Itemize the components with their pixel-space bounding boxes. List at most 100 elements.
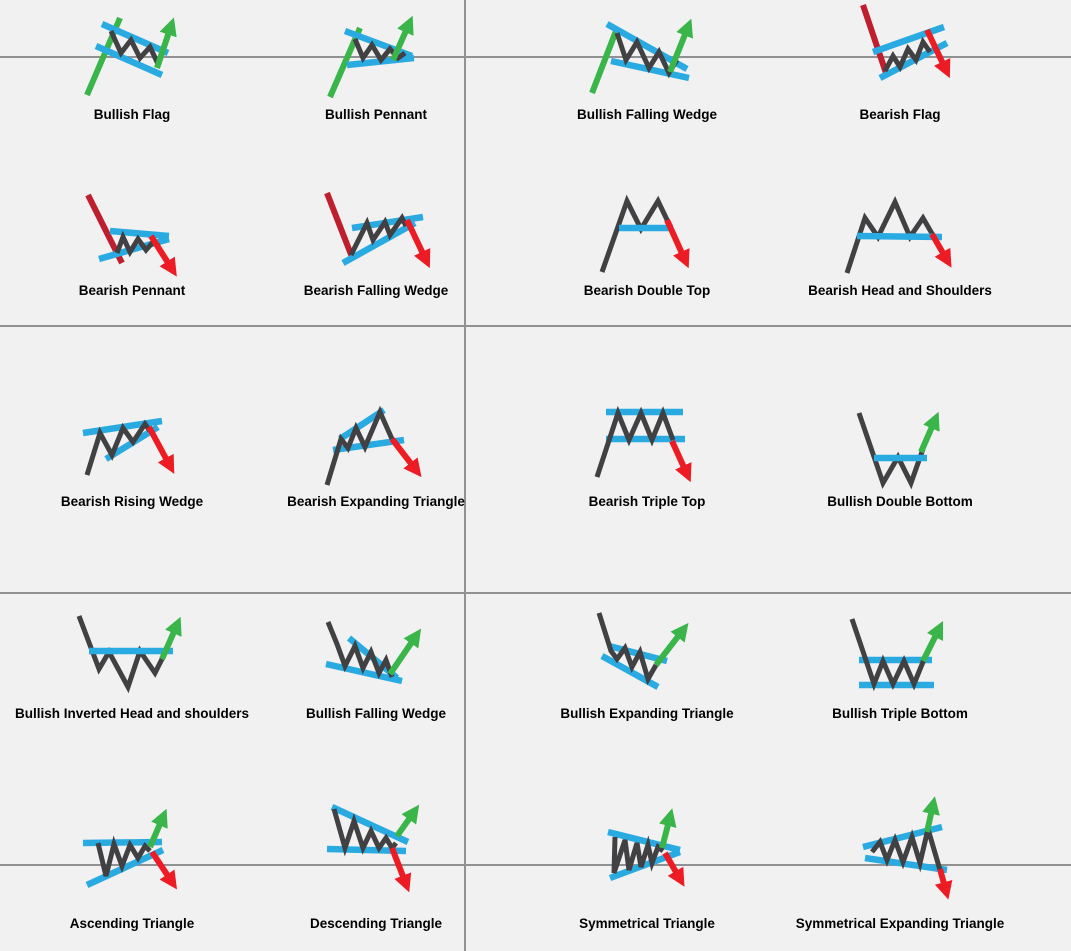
bullish-falling-wedge-2-diagram [325, 621, 422, 685]
pattern-label: Symmetrical Expanding Triangle [795, 916, 1005, 931]
upper-trendline [607, 828, 681, 854]
bullish-expanding-triangle-diagram [596, 612, 689, 690]
pattern-label: Bullish Falling Wedge [576, 107, 717, 122]
pattern-cell-bearish-pennant: Bearish Pennant [22, 176, 242, 326]
pattern-label: Bullish Inverted Head and shoulders [14, 706, 250, 721]
ascending-triangle-diagram [82, 808, 177, 890]
bearish-breakout-arrow [662, 851, 685, 887]
pattern-label: Bearish Rising Wedge [60, 494, 204, 509]
bearish-expanding-triangle-diagram [324, 405, 422, 486]
upper-trendline [330, 804, 410, 845]
price-zigzag [95, 835, 152, 877]
pattern-label: Bullish Flag [93, 107, 171, 122]
price-zigzag [84, 419, 153, 476]
pattern-cell-bullish-flag: Bullish Flag [22, 0, 242, 150]
bullish-breakout-arrow [918, 411, 940, 454]
upper-trendline [343, 27, 414, 60]
upper-trendline [100, 21, 170, 56]
price-zigzag [324, 405, 395, 486]
price-zigzag [849, 618, 928, 692]
bearish-breakout-arrow [664, 218, 690, 269]
lower-trendline [341, 220, 417, 266]
bearish-double-top-diagram [599, 194, 690, 273]
price-zigzag [882, 36, 933, 73]
bullish-breakout-arrow [653, 622, 689, 667]
lower-trendline [85, 847, 165, 888]
price-zigzag [844, 195, 937, 274]
pattern-label: Bullish Expanding Triangle [560, 706, 734, 721]
pattern-label: Symmetrical Triangle [579, 916, 715, 931]
price-zigzag [870, 819, 943, 873]
lower-trendline [864, 854, 948, 874]
bullish-breakout-arrow [147, 808, 168, 849]
bullish-breakout-arrow [667, 18, 694, 74]
downtrend-line [860, 4, 889, 74]
pattern-cell-bullish-inverted-head-and-shoulders: Bullish Inverted Head and shoulders [15, 599, 249, 749]
price-zigzag [325, 621, 395, 679]
pattern-cell-symmetrical-triangle: Symmetrical Triangle [537, 790, 757, 940]
pattern-cell-bearish-rising-wedge: Bearish Rising Wedge [22, 387, 242, 537]
grid-line-horizontal-4 [0, 864, 1071, 866]
price-zigzag [108, 29, 161, 66]
bearish-breakout-arrow [146, 425, 175, 474]
pattern-label: Bullish Falling Wedge [305, 706, 446, 721]
bullish-falling-wedge-diagram [589, 18, 694, 95]
pattern-cell-bearish-flag: Bearish Flag [790, 0, 1010, 150]
bullish-breakout-arrow [394, 804, 420, 838]
price-zigzag [352, 38, 407, 65]
pattern-cell-descending-triangle: Descending Triangle [266, 790, 486, 940]
bullish-breakout-arrow [659, 808, 677, 849]
price-zigzag [599, 194, 673, 273]
upper-trendline [109, 227, 170, 240]
bearish-breakout-arrow [389, 846, 412, 893]
pattern-label: Bearish Head and Shoulders [808, 283, 992, 298]
bearish-breakout-arrow [924, 28, 951, 79]
symmetrical-expanding-triangle-diagram [862, 796, 953, 900]
pattern-label: Ascending Triangle [69, 916, 195, 931]
price-zigzag [76, 615, 165, 694]
pattern-cell-bullish-falling-wedge: Bullish Falling Wedge [537, 0, 757, 150]
pattern-cell-bullish-falling-wedge-2: Bullish Falling Wedge [266, 599, 486, 749]
price-zigzag [614, 32, 680, 79]
lower-trendline [94, 43, 164, 78]
bullish-breakout-arrow [920, 620, 944, 663]
bearish-rising-wedge-diagram [82, 417, 175, 476]
pattern-cell-bearish-triple-top: Bearish Triple Top [537, 387, 757, 537]
downtrend-line [324, 191, 355, 259]
bearish-triple-top-diagram [594, 405, 692, 483]
bearish-breakout-arrow [669, 439, 692, 483]
neckline [856, 232, 943, 241]
bearish-breakout-arrow [934, 868, 953, 900]
price-zigzag [596, 612, 659, 686]
bullish-breakout-arrow [922, 796, 940, 833]
grid-line-horizontal-1 [0, 56, 1071, 58]
pattern-label: Bearish Falling Wedge [303, 283, 449, 298]
pattern-cell-bullish-triple-bottom: Bullish Triple Bottom [790, 599, 1010, 749]
grid-line-horizontal-3 [0, 592, 1071, 594]
bullish-breakout-arrow [387, 628, 422, 676]
grid-line-vertical-center [464, 0, 466, 951]
bullish-flag-diagram [84, 16, 177, 97]
bearish-breakout-arrow [404, 218, 431, 269]
symmetrical-triangle-diagram [607, 808, 685, 887]
descending-triangle-diagram [326, 804, 420, 893]
bearish-breakout-arrow [929, 232, 952, 268]
pattern-label: Bearish Pennant [78, 283, 186, 298]
bearish-pennant-diagram [85, 193, 177, 277]
bullish-breakout-arrow [159, 616, 182, 661]
pattern-cell-bullish-double-bottom: Bullish Double Bottom [790, 387, 1010, 537]
pattern-cell-bearish-double-top: Bearish Double Top [537, 176, 757, 326]
price-zigzag [331, 808, 398, 857]
pattern-cell-bearish-head-and-shoulders: Bearish Head and Shoulders [790, 176, 1010, 326]
pattern-label: Bearish Double Top [583, 283, 711, 298]
price-zigzag [611, 835, 665, 874]
pattern-label: Bearish Expanding Triangle [287, 494, 465, 509]
pattern-cell-bullish-expanding-triangle: Bullish Expanding Triangle [537, 599, 757, 749]
bearish-breakout-arrow [389, 437, 422, 478]
bearish-head-and-shoulders-diagram [844, 195, 952, 274]
pattern-label: Bearish Flag [859, 107, 941, 122]
upper-trendline [871, 23, 946, 56]
bullish-inverted-head-and-shoulders-diagram [76, 615, 182, 694]
pattern-cell-symmetrical-expanding-triangle: Symmetrical Expanding Triangle [790, 790, 1010, 940]
